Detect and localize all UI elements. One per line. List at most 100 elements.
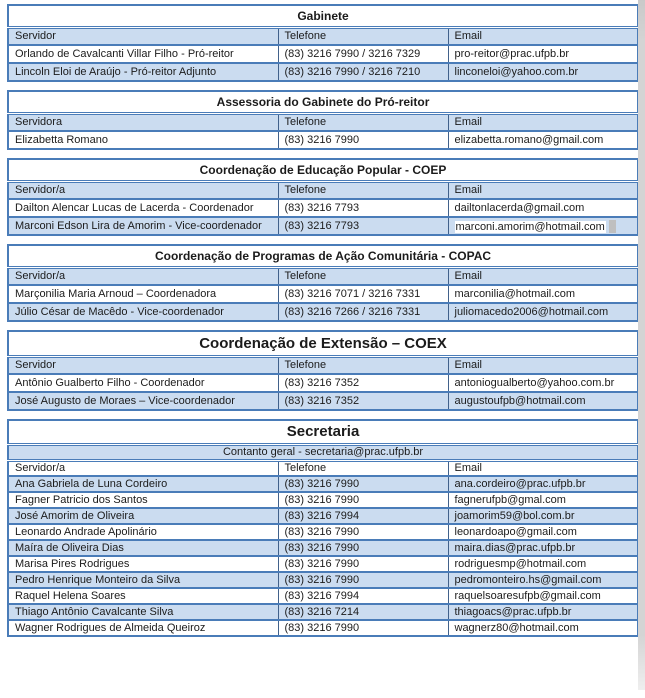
table-row: José Augusto de Moraes – Vice-coordenado… xyxy=(7,391,639,411)
section-title-row: Coordenação de Educação Popular - COEP xyxy=(7,158,639,183)
contact-table: Gabinete Servidor Telefone Email Orlando d… xyxy=(7,4,640,82)
selection-artifact xyxy=(608,219,616,233)
section-subtitle: Contanto geral - secretaria@prac.ufpb.br xyxy=(7,443,639,462)
email-cell: ana.cordeiro@prac.ufpb.br xyxy=(447,475,639,493)
table-row: Orlando de Cavalcanti Villar Filho - Pró… xyxy=(7,44,639,64)
email-cell: pedromonteiro.hs@gmail.com xyxy=(447,571,639,589)
section-title-row: Coordenação de Extensão – COEX xyxy=(7,330,639,358)
email-cell: juliomacedo2006@hotmail.com xyxy=(447,302,639,322)
servidor-cell: José Amorim de Oliveira xyxy=(7,507,279,525)
contact-table: Coordenação de Educação Popular - COEP S… xyxy=(7,158,640,236)
email-cell: fagnerufpb@gmal.com xyxy=(447,491,639,509)
table-row: Leonardo Andrade Apolinário (83) 3216 799… xyxy=(7,523,639,541)
telefone-cell: (83) 3216 7990 xyxy=(277,475,449,493)
section-title: Assessoria do Gabinete do Pró-reitor xyxy=(7,90,639,115)
column-header-telefone-cell: Telefone xyxy=(277,26,449,46)
column-header-servidor-cell: Servidora xyxy=(7,112,279,132)
email-cell: elizabetta.romano@gmail.com xyxy=(447,130,639,150)
telefone-cell: (83) 3216 7990 xyxy=(277,491,449,509)
table-row: Wagner Rodrigues de Almeida Queiroz (83) … xyxy=(7,619,639,637)
section-title: Secretaria xyxy=(7,419,639,446)
table-row: Elizabetta Romano (83) 3216 7990 elizabett… xyxy=(7,130,639,150)
servidor-cell: Wagner Rodrigues de Almeida Queiroz xyxy=(7,619,279,637)
column-header-telefone-cell: Telefone xyxy=(277,459,449,477)
servidor-cell: José Augusto de Moraes – Vice-coordenado… xyxy=(7,391,279,411)
email-cell: pro-reitor@prac.ufpb.br xyxy=(447,44,639,64)
table-row: Marisa Pires Rodrigues (83) 3216 7990 rodr… xyxy=(7,555,639,573)
servidor-cell: Lincoln Eloi de Araújo - Pró-reitor Adju… xyxy=(7,62,279,82)
telefone-cell: (83) 3216 7990 xyxy=(277,571,449,589)
table-row: Maíra de Oliveira Dias (83) 3216 7990 mair… xyxy=(7,539,639,557)
column-header-telefone-cell: Telefone xyxy=(277,355,449,375)
column-header-email-cell: Email xyxy=(447,355,639,375)
email-cell: marconilia@hotmail.com xyxy=(447,284,639,304)
email-cell: thiagoacs@prac.ufpb.br xyxy=(447,603,639,621)
servidor-cell: Elizabetta Romano xyxy=(7,130,279,150)
servidor-cell: Leonardo Andrade Apolinário xyxy=(7,523,279,541)
telefone-cell: (83) 3216 7990 / 3216 7210 xyxy=(277,62,449,82)
servidor-cell: Dailton Alencar Lucas de Lacerda - Coord… xyxy=(7,198,279,218)
column-header-email-cell: Email xyxy=(447,459,639,477)
column-header-row: Servidor/a Telefone Email xyxy=(7,266,639,286)
table-row: Ana Gabriela de Luna Cordeiro (83) 3216 7… xyxy=(7,475,639,493)
table-row: Júlio César de Macêdo - Vice-coordenador… xyxy=(7,302,639,322)
email-cell: leonardoapo@gmail.com xyxy=(447,523,639,541)
document-page: Gabinete Servidor Telefone Email Orlando d… xyxy=(7,4,645,637)
table-row: Pedro Henrique Monteiro da Silva (83) 321… xyxy=(7,571,639,589)
servidor-cell: Raquel Helena Soares xyxy=(7,587,279,605)
email-cell: antoniogualberto@yahoo.com.br xyxy=(447,373,639,393)
table-row: Thiago Antônio Cavalcante Silva (83) 3216… xyxy=(7,603,639,621)
column-header-servidor-cell: Servidor xyxy=(7,26,279,46)
servidor-cell: Marconi Edson Lira de Amorim - Vice-coor… xyxy=(7,216,279,236)
column-header-row: Servidor Telefone Email xyxy=(7,26,639,46)
servidor-cell: Antônio Gualberto Filho - Coordenador xyxy=(7,373,279,393)
servidor-cell: Orlando de Cavalcanti Villar Filho - Pró… xyxy=(7,44,279,64)
highlighted-email-text: marconi.amorim@hotmail.com xyxy=(454,220,606,233)
telefone-cell: (83) 3216 7990 xyxy=(277,523,449,541)
column-header-email-cell: Email xyxy=(447,26,639,46)
column-header-email-cell: Email xyxy=(447,180,639,200)
telefone-cell: (83) 3216 7793 xyxy=(277,198,449,218)
telefone-cell: (83) 3216 7990 xyxy=(277,130,449,150)
servidor-cell: Marisa Pires Rodrigues xyxy=(7,555,279,573)
servidor-cell: Júlio César de Macêdo - Vice-coordenador xyxy=(7,302,279,322)
telefone-cell: (83) 3216 7990 xyxy=(277,619,449,637)
email-cell: marconi.amorim@hotmail.com xyxy=(447,216,639,236)
servidor-cell: Pedro Henrique Monteiro da Silva xyxy=(7,571,279,589)
telefone-cell: (83) 3216 7994 xyxy=(277,507,449,525)
telefone-cell: (83) 3216 7990 / 3216 7329 xyxy=(277,44,449,64)
column-header-telefone-cell: Telefone xyxy=(277,180,449,200)
contact-table: Assessoria do Gabinete do Pró-reitor Ser… xyxy=(7,90,640,150)
column-header-telefone-cell: Telefone xyxy=(277,266,449,286)
tables-container: Gabinete Servidor Telefone Email Orlando d… xyxy=(7,4,645,637)
contact-table: Coordenação de Programas de Ação Comunit… xyxy=(7,244,640,322)
contact-table: Secretaria Contanto geral - secretaria@p… xyxy=(7,419,640,637)
email-cell: dailtonlacerda@gmail.com xyxy=(447,198,639,218)
table-row: José Amorim de Oliveira (83) 3216 7994 joa… xyxy=(7,507,639,525)
email-cell: wagnerz80@hotmail.com xyxy=(447,619,639,637)
section-title-row: Assessoria do Gabinete do Pró-reitor xyxy=(7,90,639,115)
section-title-row: Secretaria xyxy=(7,419,639,446)
telefone-cell: (83) 3216 7994 xyxy=(277,587,449,605)
email-cell: joamorim59@bol.com.br xyxy=(447,507,639,525)
servidor-cell: Ana Gabriela de Luna Cordeiro xyxy=(7,475,279,493)
email-cell: augustoufpb@hotmail.com xyxy=(447,391,639,411)
column-header-servidor-cell: Servidor/a xyxy=(7,459,279,477)
table-row: Fagner Patricio dos Santos (83) 3216 7990… xyxy=(7,491,639,509)
telefone-cell: (83) 3216 7990 xyxy=(277,539,449,557)
telefone-cell: (83) 3216 7071 / 3216 7331 xyxy=(277,284,449,304)
table-row: Dailton Alencar Lucas de Lacerda - Coord… xyxy=(7,198,639,218)
column-header-servidor-cell: Servidor/a xyxy=(7,180,279,200)
column-header-row: Servidor/a Telefone Email xyxy=(7,180,639,200)
servidor-cell: Fagner Patricio dos Santos xyxy=(7,491,279,509)
telefone-cell: (83) 3216 7793 xyxy=(277,216,449,236)
email-cell: raquelsoaresufpb@gmail.com xyxy=(447,587,639,605)
column-header-servidor-cell: Servidor xyxy=(7,355,279,375)
section-title: Gabinete xyxy=(7,4,639,29)
email-cell: linconeloi@yahoo.com.br xyxy=(447,62,639,82)
column-header-row: Servidor/a Telefone Email xyxy=(7,459,639,477)
table-row: Antônio Gualberto Filho - Coordenador (83… xyxy=(7,373,639,393)
section-title-row: Coordenação de Programas de Ação Comunit… xyxy=(7,244,639,269)
subtitle-row: Contanto geral - secretaria@prac.ufpb.br xyxy=(7,443,639,462)
section-title: Coordenação de Extensão – COEX xyxy=(7,330,639,358)
